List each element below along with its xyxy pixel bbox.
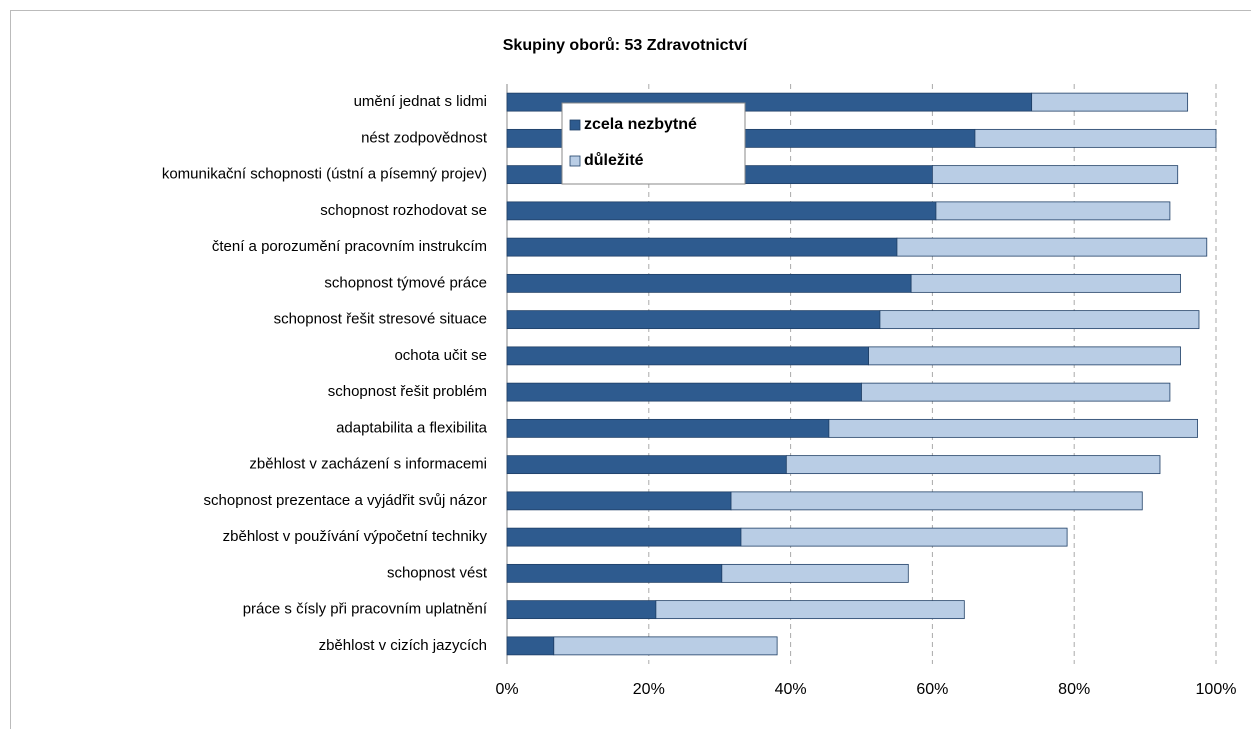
bar (932, 165, 1179, 185)
bar (506, 346, 869, 366)
bar (721, 563, 909, 583)
x-tick-label: 0% (495, 681, 518, 698)
bar (506, 636, 555, 656)
bar (506, 418, 830, 438)
y-tick-label: čtení a porozumění pracovním instrukcím (212, 238, 487, 255)
bar (861, 382, 1171, 402)
bar (506, 201, 937, 221)
y-tick-label: zběhlost v používání výpočetní techniky (223, 528, 488, 545)
y-tick-label: schopnost prezentace a vyjádřit svůj náz… (204, 492, 487, 509)
legend-swatch (569, 155, 581, 167)
bar (868, 346, 1181, 366)
bar (785, 455, 1161, 475)
y-tick-label: schopnost týmové práce (324, 274, 487, 291)
legend-label: důležité (584, 152, 644, 169)
y-tick-label: komunikační schopnosti (ústní a písemný … (162, 166, 487, 183)
legend-box (561, 102, 746, 185)
bar (974, 128, 1217, 148)
x-tick-label: 100% (1196, 681, 1237, 698)
bar (506, 310, 881, 330)
x-tick-label: 20% (633, 681, 665, 698)
y-tick-label: zběhlost v zacházení s informacemi (249, 456, 487, 473)
y-tick-label: zběhlost v cizích jazycích (319, 637, 487, 654)
y-tick-label: nést zodpovědnost (361, 129, 488, 146)
y-tick-label: schopnost řešit stresové situace (274, 311, 487, 328)
bar (1031, 92, 1189, 112)
legend-swatch (569, 119, 581, 131)
legend-label: zcela nezbytné (584, 116, 697, 133)
y-tick-label: adaptabilita a flexibilita (336, 419, 488, 436)
y-tick-label: práce s čísly při pracovním uplatnění (243, 601, 488, 618)
bar (553, 636, 778, 656)
bar (730, 491, 1143, 511)
bar (506, 455, 787, 475)
bar (506, 600, 657, 620)
bar (828, 418, 1198, 438)
y-tick-label: schopnost řešit problém (328, 383, 487, 400)
frame (10, 10, 1251, 729)
bar (506, 491, 732, 511)
bar (910, 273, 1181, 293)
bar (896, 237, 1208, 257)
chart-title: Skupiny oborů: 53 Zdravotnictví (503, 37, 748, 54)
bar (655, 600, 965, 620)
bar (506, 527, 742, 547)
bar (935, 201, 1171, 221)
bar (879, 310, 1200, 330)
y-tick-label: schopnost vést (387, 564, 488, 581)
y-tick-label: umění jednat s lidmi (354, 93, 487, 110)
y-tick-label: schopnost rozhodovat se (320, 202, 487, 219)
x-tick-label: 60% (916, 681, 948, 698)
bar (506, 563, 723, 583)
bar (506, 382, 862, 402)
bar (506, 273, 912, 293)
x-tick-label: 80% (1058, 681, 1090, 698)
bar (506, 237, 898, 257)
bar (740, 527, 1068, 547)
x-tick-label: 40% (775, 681, 807, 698)
y-tick-label: ochota učit se (394, 347, 487, 364)
